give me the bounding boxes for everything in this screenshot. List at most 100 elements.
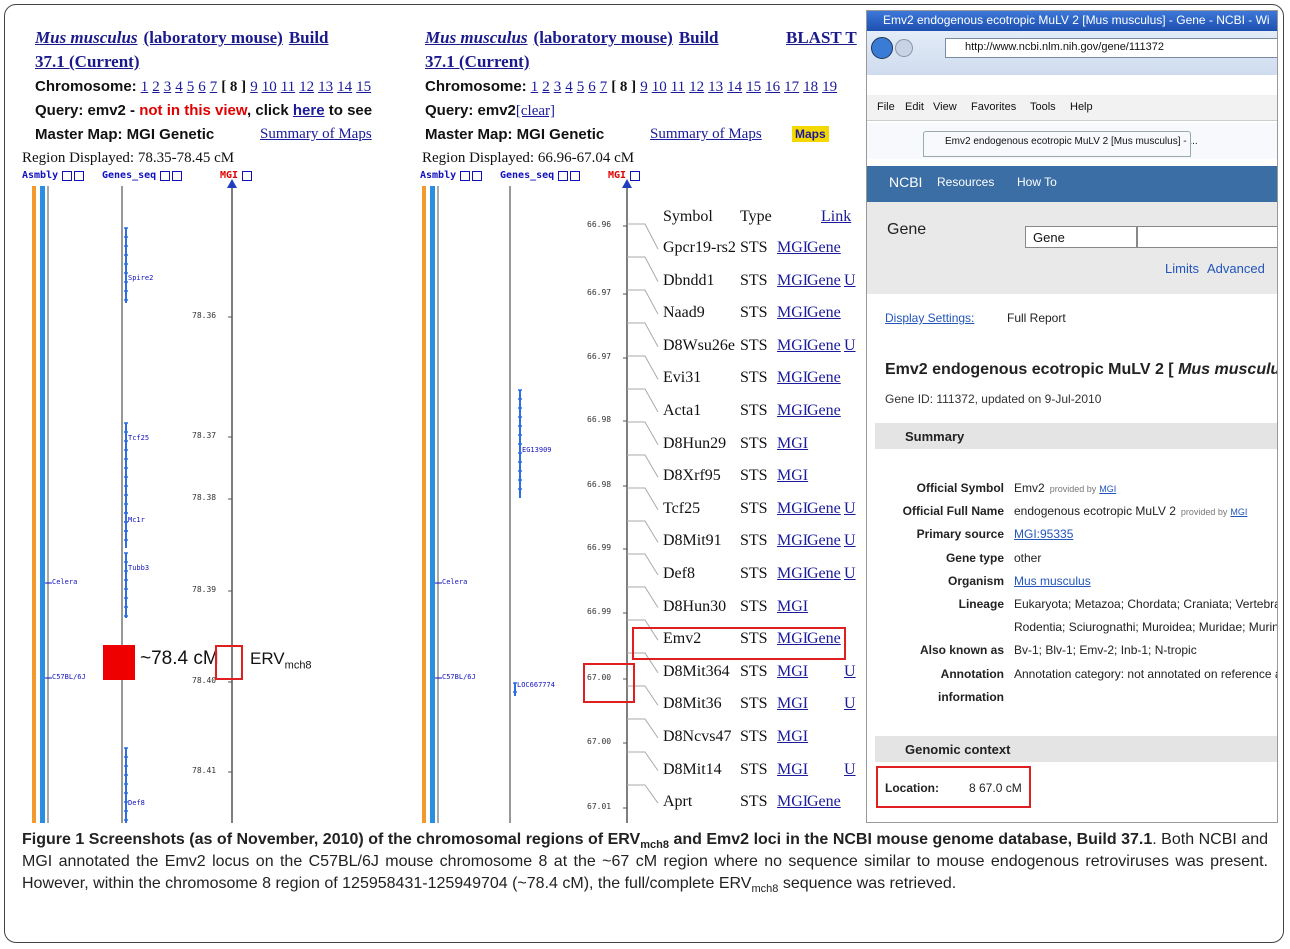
marker-symbol: D8Xrf95 xyxy=(663,467,721,485)
track-icon xyxy=(160,171,170,181)
marker-link: MGI xyxy=(777,467,808,485)
field-label: Primary source xyxy=(867,527,1004,541)
chromosome-link: 1 xyxy=(531,79,539,95)
marker-symbol: D8Mit364 xyxy=(663,663,730,681)
maps-button: Maps xyxy=(792,126,829,142)
marker-symbol: D8Wsu26e xyxy=(663,337,735,355)
axis-tick-label: 66.99 xyxy=(587,543,611,552)
query: Query: emv2 xyxy=(425,102,516,119)
gene-label: Mc1r xyxy=(128,516,145,524)
chromosome-link: 5 xyxy=(187,79,195,95)
marker-link: U xyxy=(844,695,856,713)
marker-symbol: Def8 xyxy=(663,565,695,583)
master-map: Master Map: MGI Genetic xyxy=(425,126,604,143)
track-header: MGI xyxy=(220,170,238,181)
url: http://www.ncbi.nlm.nih.gov/gene/111372 xyxy=(965,41,1164,53)
back-button xyxy=(871,37,893,59)
text-line: Mus musculus xyxy=(1014,574,1091,588)
assembly-bar xyxy=(422,186,426,823)
marker-link: U xyxy=(844,663,856,681)
field-value: Annotation category: not annotated on re… xyxy=(1014,667,1278,681)
gene-label: Tubb3 xyxy=(128,564,149,572)
assembly-label: C57BL/6J xyxy=(442,673,476,681)
heading-species: Mus musculus xyxy=(1178,361,1278,378)
track-icon xyxy=(570,171,580,181)
marker-connector xyxy=(627,224,658,249)
marker-link: Gene xyxy=(807,565,841,583)
marker-type: STS xyxy=(740,761,768,779)
display-settings: Display Settings: xyxy=(885,311,974,325)
track-icon xyxy=(472,171,482,181)
marker-link: Gene xyxy=(807,337,841,355)
gene-label: LOC667774 xyxy=(517,681,555,689)
chromosome-link: [ 8 ] xyxy=(611,79,636,95)
marker-type: STS xyxy=(740,467,768,485)
search-area xyxy=(867,202,1278,294)
field-value: MGI:95335 xyxy=(1014,527,1073,541)
gene-label: Tcf25 xyxy=(128,434,149,442)
search-link: Advanced xyxy=(1207,261,1265,276)
track-header: Asmbly xyxy=(22,170,58,181)
marker-type: STS xyxy=(740,435,768,453)
build: Build xyxy=(289,28,329,47)
field-value: endogenous ecotropic MuLV 2 xyxy=(1014,504,1176,518)
figure-page: Mus musculus(laboratory mouse)Build37.1 … xyxy=(0,0,1290,949)
chromosome-link: 13 xyxy=(318,79,333,95)
marker-connector xyxy=(627,290,658,314)
chromosome-link: 6 xyxy=(588,79,596,95)
summary-link: Summary of Maps xyxy=(650,126,762,143)
text-line: Emv2provided byMGI xyxy=(1014,481,1116,495)
chromosome-link: 14 xyxy=(337,79,352,95)
menu-item: Favorites xyxy=(971,101,1016,113)
axis-tick-label: 78.36 xyxy=(192,311,216,320)
chromosome-link: 16 xyxy=(765,79,780,95)
chromosome-link: 15 xyxy=(746,79,761,95)
marker-link: MGI xyxy=(777,369,808,387)
chromosome-label: Chromosome: xyxy=(425,78,527,95)
common-name: (laboratory mouse) xyxy=(144,28,283,47)
marker-connector xyxy=(627,521,658,542)
common-name: (laboratory mouse) xyxy=(534,28,673,47)
track-icon xyxy=(74,171,84,181)
gene-id: Gene ID: 111372, updated on 9-Jul-2010 xyxy=(885,392,1101,406)
marker-type: STS xyxy=(740,695,768,713)
chromosome-link: 7 xyxy=(210,79,218,95)
text-line: ERVmch8 xyxy=(250,649,312,671)
chromosome-link: 4 xyxy=(565,79,573,95)
text-line: Rodentia; Sciurognathi; Muroidea; Murida… xyxy=(1014,620,1278,634)
query: Query: emv2 - xyxy=(35,102,139,119)
field-label: Lineage xyxy=(867,597,1004,611)
marker-type: STS xyxy=(740,565,768,583)
marker-link: Gene xyxy=(807,793,841,811)
caption-subscript: mch8 xyxy=(640,839,669,851)
marker-link: Gene xyxy=(807,402,841,420)
marker-symbol: Acta1 xyxy=(663,402,701,420)
query: , click xyxy=(247,102,293,119)
track-icon xyxy=(242,171,252,181)
text-line: Mus musculus(laboratory mouse)Build xyxy=(35,28,335,48)
marker-link: Gene xyxy=(807,369,841,387)
marker-type: STS xyxy=(740,532,768,550)
source-link: MGI xyxy=(1099,484,1116,494)
marker-connector xyxy=(627,356,658,379)
chromosome-link: 3 xyxy=(554,79,562,95)
summary-link: Summary of Maps xyxy=(260,126,372,143)
menu-item: Edit xyxy=(905,101,924,113)
highlight-box xyxy=(215,645,243,680)
location: 8 67.0 cM xyxy=(969,781,1022,795)
field-label: Gene type xyxy=(867,551,1004,565)
build: Build xyxy=(679,28,719,47)
section-title: Summary xyxy=(905,429,964,444)
marker-link: MGI xyxy=(777,598,808,616)
axis-tick-label: 78.40 xyxy=(192,676,216,685)
chromosome-link: 12 xyxy=(689,79,704,95)
left-panel: Mus musculus(laboratory mouse)Build37.1 … xyxy=(20,28,415,823)
marker-link: U xyxy=(844,565,856,583)
track-icon xyxy=(630,171,640,181)
chromosome-link: 11 xyxy=(281,79,295,95)
axis-tick-label: 78.37 xyxy=(192,431,216,440)
marker-link: Gene xyxy=(807,304,841,322)
text-line: Emv2 endogenous ecotropic MuLV 2 [ Mus m… xyxy=(885,361,1278,379)
marker-symbol: Naad9 xyxy=(663,304,705,322)
location-label: Location: xyxy=(885,781,939,795)
